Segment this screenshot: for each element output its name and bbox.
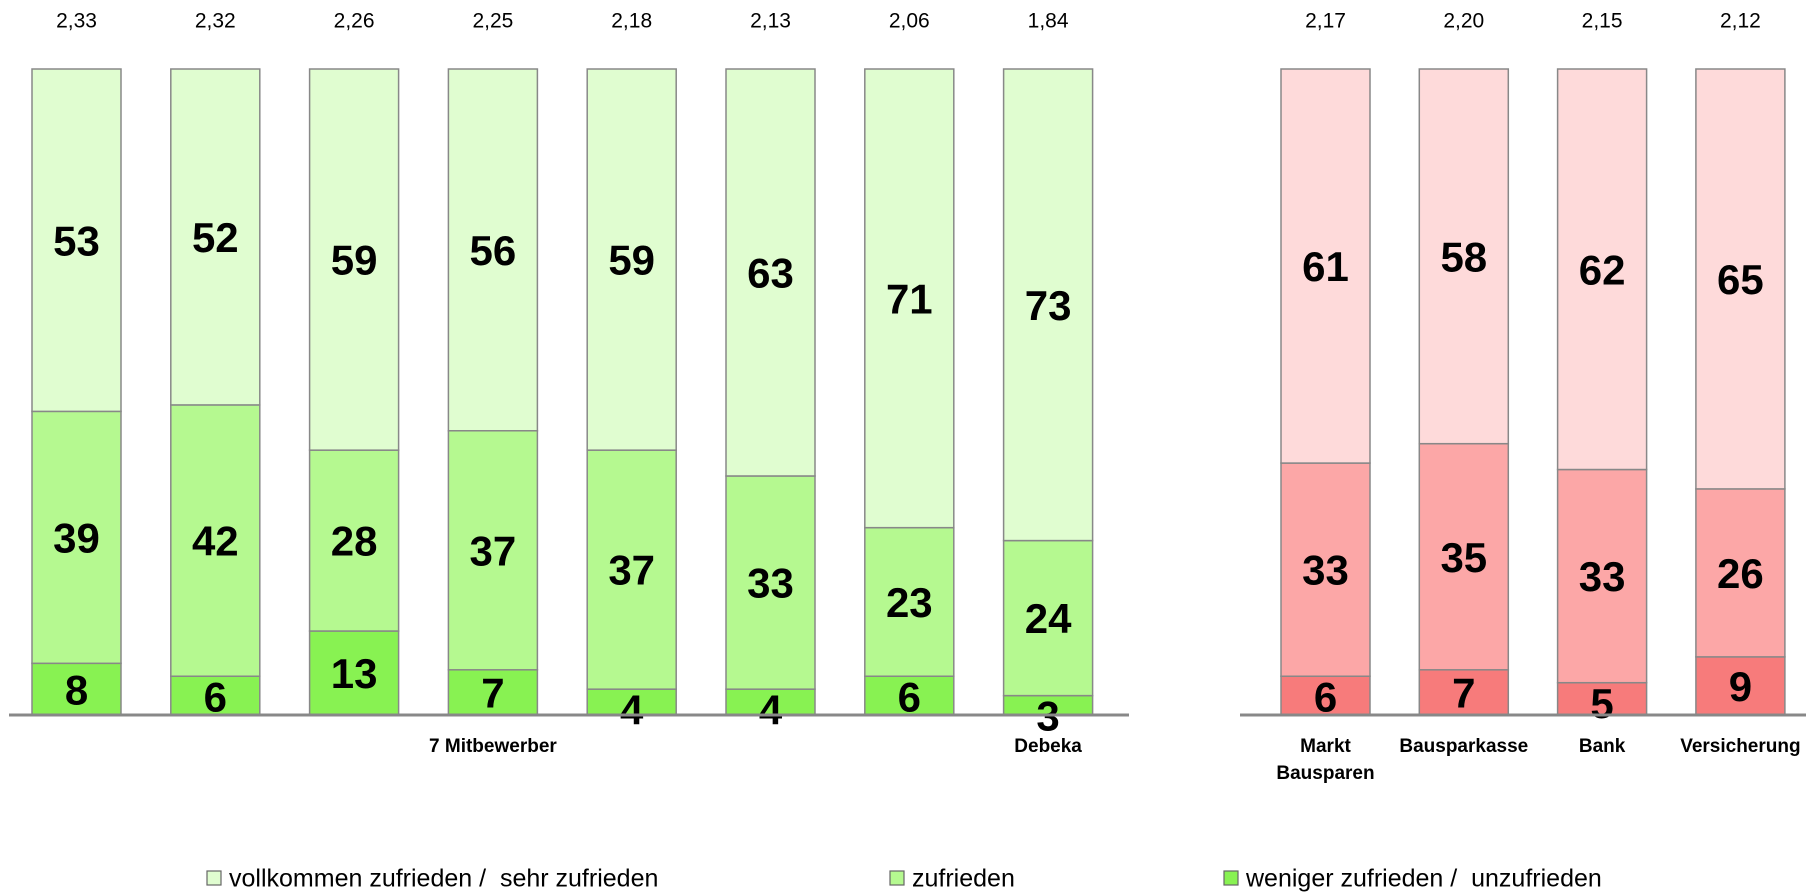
segment-label: 58 xyxy=(1440,233,1487,280)
bar-segment xyxy=(1280,68,1371,464)
bar-segment xyxy=(1556,68,1648,471)
segment-label: 59 xyxy=(331,237,378,284)
segment-label: 8 xyxy=(65,666,88,713)
segment-label: 6 xyxy=(1314,673,1337,720)
segment-label: 53 xyxy=(53,217,100,264)
segment-label: 42 xyxy=(192,518,239,565)
segment-label: 65 xyxy=(1717,256,1764,303)
segment-label: 23 xyxy=(886,579,933,626)
bar-segment xyxy=(308,449,400,632)
segment-label: 33 xyxy=(747,560,794,607)
bar-segment xyxy=(864,675,955,716)
segment-label: 28 xyxy=(331,518,378,565)
bar-segment xyxy=(447,68,539,432)
bar-segment xyxy=(864,68,955,529)
bar-segment xyxy=(1418,442,1510,671)
legend-swatch xyxy=(889,870,905,886)
legend-label: weniger zufrieden / unzufrieden xyxy=(1245,865,1602,893)
segment-label: 13 xyxy=(331,650,378,697)
average-label: 2,17 xyxy=(1305,10,1346,33)
bar-segment xyxy=(1695,488,1786,658)
segment-label: 5 xyxy=(1590,680,1613,727)
bar-segment xyxy=(864,526,955,677)
segment-label: 62 xyxy=(1579,246,1626,293)
bar-segment xyxy=(725,688,816,716)
legend-label: zufrieden xyxy=(912,865,1015,893)
segment-label: 71 xyxy=(886,275,933,322)
segment-label: 4 xyxy=(620,686,644,733)
category-label: Bank xyxy=(1579,736,1626,757)
segment-label: 24 xyxy=(1025,595,1072,642)
category-label: Versicherung xyxy=(1680,736,1800,757)
segment-label: 7 xyxy=(481,669,504,716)
category-line: Markt xyxy=(1300,736,1351,757)
average-label: 2,13 xyxy=(750,10,791,33)
segment-label: 61 xyxy=(1302,243,1349,290)
segment-label: 26 xyxy=(1717,550,1764,597)
bar-segment xyxy=(170,404,261,677)
bar-segment xyxy=(1556,681,1648,716)
bar-segment xyxy=(31,662,122,716)
bar-segment xyxy=(586,68,677,451)
category-label: Bausparkasse xyxy=(1399,736,1528,757)
bar-segment xyxy=(725,475,816,690)
bar-segment xyxy=(447,669,539,716)
average-label: 2,25 xyxy=(472,10,513,33)
category-line: Bausparen xyxy=(1276,763,1374,784)
average-label: 2,20 xyxy=(1443,10,1484,33)
average-label: 2,06 xyxy=(889,10,930,33)
segment-label: 35 xyxy=(1440,534,1487,581)
bar-segment xyxy=(725,68,816,477)
segment-label: 9 xyxy=(1729,663,1752,710)
segment-label: 37 xyxy=(470,527,517,574)
group-label: 7 Mitbewerber xyxy=(429,736,557,757)
bar-segment xyxy=(1556,468,1648,684)
bar-segment xyxy=(1002,539,1094,697)
average-label: 2,32 xyxy=(195,10,236,33)
bar-segment xyxy=(308,68,400,451)
segment-label: 7 xyxy=(1452,669,1475,716)
segment-label: 59 xyxy=(608,237,655,284)
segment-label: 33 xyxy=(1579,553,1626,600)
average-label: 1,84 xyxy=(1028,10,1069,33)
legend-label: vollkommen zufrieden / sehr zufrieden xyxy=(229,865,658,893)
bar-segment xyxy=(170,675,261,716)
average-label: 2,33 xyxy=(56,10,97,33)
bar-segment xyxy=(31,68,122,413)
segment-label: 39 xyxy=(53,514,100,561)
segment-label: 6 xyxy=(898,673,921,720)
bar-segment xyxy=(170,68,261,406)
segment-label: 37 xyxy=(608,547,655,594)
average-label: 2,18 xyxy=(611,10,652,33)
segment-label: 73 xyxy=(1025,282,1072,329)
bar-segment xyxy=(1418,68,1510,445)
average-label: 2,26 xyxy=(334,10,375,33)
segment-label: 56 xyxy=(470,227,517,274)
bar-segment xyxy=(447,430,539,671)
segment-label: 63 xyxy=(747,250,794,297)
bar-segment xyxy=(31,410,122,665)
average-label: 2,15 xyxy=(1582,10,1623,33)
segment-label: 52 xyxy=(192,214,239,261)
legend-swatch xyxy=(1223,870,1239,886)
group-label: Debeka xyxy=(1014,736,1082,757)
bar-segment xyxy=(1280,462,1371,677)
segment-label: 4 xyxy=(759,686,783,733)
legend-swatch xyxy=(206,870,222,886)
segment-label: 33 xyxy=(1302,547,1349,594)
category-label: Markt Bausparen xyxy=(1276,736,1374,784)
bar-segment xyxy=(1002,68,1094,542)
segment-label: 6 xyxy=(204,673,227,720)
average-label: 2,12 xyxy=(1720,10,1761,33)
bar-segment xyxy=(1695,68,1786,490)
